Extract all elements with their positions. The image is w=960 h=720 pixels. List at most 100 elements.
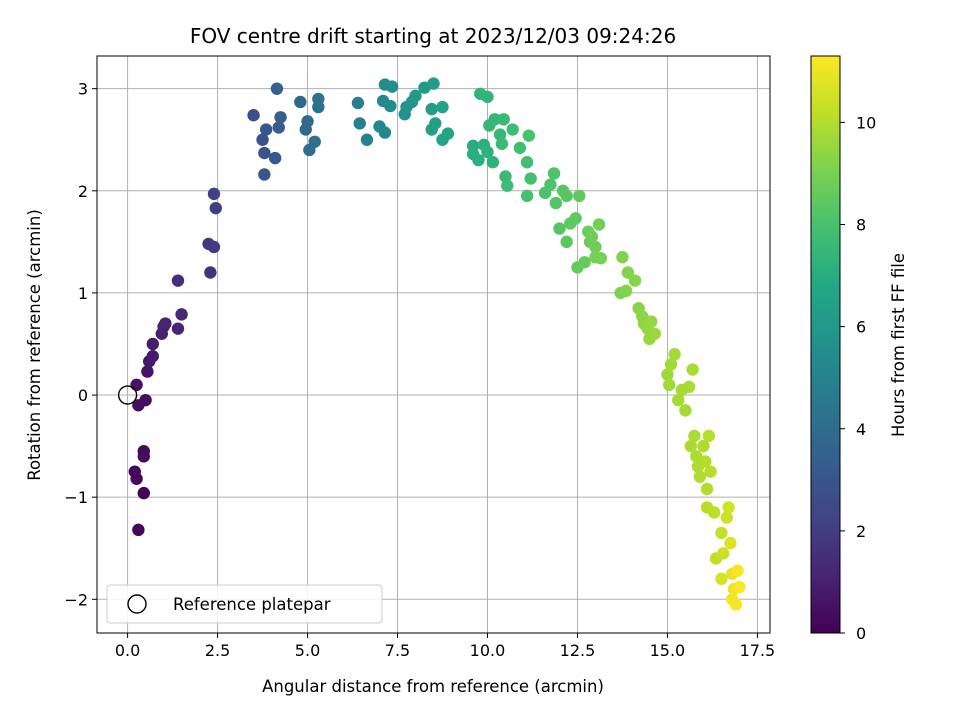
legend-box [106, 584, 383, 624]
colorbar-tick-label: 8 [856, 216, 866, 235]
data-point [130, 378, 143, 392]
data-point [360, 133, 374, 146]
data-point [594, 252, 608, 265]
data-point [520, 189, 534, 203]
legend-marker-icon [127, 594, 147, 614]
colorbar-tick-label: 10 [856, 113, 876, 132]
data-point [130, 472, 143, 485]
data-point [495, 137, 509, 151]
data-point [481, 145, 494, 159]
data-point [573, 189, 586, 203]
data-point [682, 380, 696, 394]
data-point [520, 156, 534, 169]
data-point [441, 127, 455, 140]
data-point [436, 100, 449, 114]
y-tick-label: 0 [78, 386, 88, 405]
data-point [697, 439, 710, 453]
data-point [672, 393, 685, 407]
data-point [592, 218, 606, 231]
data-point [560, 235, 573, 249]
y-tick-label: 1 [78, 284, 88, 303]
colorbar-tick-label: 4 [856, 420, 866, 439]
data-point [547, 167, 561, 180]
data-point [621, 266, 635, 279]
data-point [175, 308, 188, 321]
data-point [488, 113, 501, 126]
data-point [664, 358, 678, 371]
data-point [708, 506, 721, 519]
data-point [661, 368, 674, 381]
data-point [549, 196, 563, 210]
data-point [258, 168, 271, 181]
x-tick-label: 5.0 [295, 641, 320, 660]
data-point [141, 365, 154, 378]
data-point [497, 113, 510, 126]
data-point [301, 115, 314, 128]
data-point [686, 363, 699, 376]
colorbar-ticks: 0 2 4 6 8 10 [840, 113, 876, 643]
y-axis-ticks: −2 −1 0 1 2 3 [64, 80, 97, 609]
data-point [663, 378, 676, 392]
data-point [524, 172, 537, 185]
data-point [619, 284, 633, 298]
data-point [425, 123, 438, 136]
data-point [702, 429, 716, 443]
data-point [294, 95, 307, 109]
plot-frame [96, 55, 771, 634]
data-point [578, 256, 591, 269]
data-point [506, 123, 519, 136]
x-axis-ticks: 0.0 2.5 5.0 7.5 10.0 12.5 15.0 17.5 [115, 633, 775, 660]
data-point [699, 455, 712, 468]
data-point [137, 486, 150, 500]
data-point [259, 123, 273, 136]
data-point [268, 151, 282, 165]
data-point [378, 126, 392, 139]
x-axis-label: Angular distance from reference (arcmin) [262, 677, 604, 696]
y-tick-label: 2 [78, 182, 88, 201]
data-point [589, 240, 602, 254]
chart-title: FOV centre drift starting at 2023/12/03 … [190, 24, 676, 48]
data-point [132, 399, 145, 412]
data-point [731, 564, 744, 577]
data-point [585, 230, 599, 243]
data-point [209, 201, 222, 215]
data-point [258, 146, 271, 160]
data-point [717, 547, 730, 560]
x-tick-label: 0.0 [115, 641, 140, 660]
data-point [481, 90, 494, 104]
data-point [499, 170, 512, 183]
data-point [688, 429, 701, 443]
data-point [146, 337, 159, 351]
data-point [501, 179, 514, 192]
data-point [700, 482, 714, 496]
data-point [207, 240, 221, 254]
x-tick-label: 12.5 [560, 641, 596, 660]
data-point [522, 129, 536, 142]
x-tick-label: 10.0 [470, 641, 506, 660]
data-point [207, 187, 221, 201]
data-point [715, 526, 728, 540]
data-point [272, 121, 285, 134]
legend: Reference platepar [106, 584, 383, 624]
data-point [679, 404, 692, 417]
data-point [132, 523, 145, 537]
data-point [486, 156, 500, 169]
y-tick-label: 3 [78, 80, 88, 99]
data-point [493, 128, 507, 141]
data-point [553, 222, 566, 235]
x-tick-label: 15.0 [650, 641, 686, 660]
data-point [256, 133, 269, 146]
colorbar [811, 56, 840, 633]
data-point [385, 80, 399, 93]
data-point [159, 317, 172, 330]
y-tick-label: −2 [64, 590, 88, 609]
data-point [720, 511, 734, 524]
data-point [353, 117, 366, 130]
data-point [472, 153, 485, 167]
data-point [171, 274, 185, 287]
data-point [427, 77, 440, 90]
colorbar-tick-label: 6 [856, 318, 866, 337]
data-point [690, 450, 703, 463]
data-point [569, 212, 582, 225]
data-point [351, 96, 365, 110]
